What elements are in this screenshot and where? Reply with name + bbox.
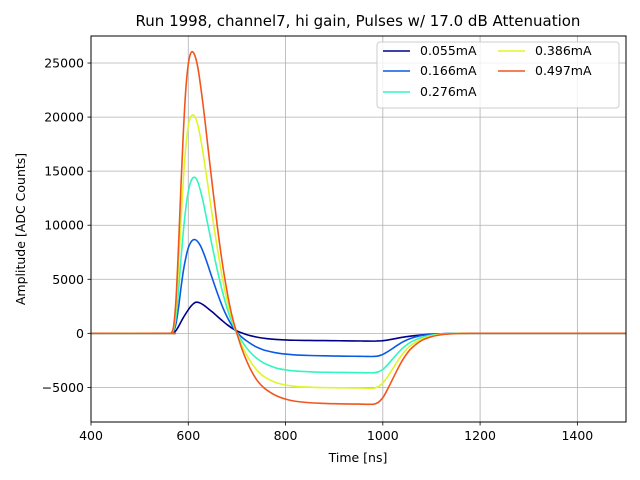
x-tick-label: 800	[274, 428, 298, 443]
y-tick-label: 20000	[44, 110, 84, 125]
legend-box	[376, 41, 620, 109]
y-tick-label: 25000	[44, 56, 84, 71]
axis-ticks: 400 600 800 1000 1200 1400 −5000 0 5000 10000 1500…	[42, 56, 594, 443]
x-tick-label: 600	[176, 428, 200, 443]
x-tick-label: 400	[79, 428, 103, 443]
x-tick-label: 1200	[464, 428, 496, 443]
x-tick-label: 1400	[561, 428, 593, 443]
y-tick-label: −5000	[42, 380, 84, 395]
legend-label: 0.055mA	[420, 43, 477, 58]
legend: 0.055mA 0.166mA 0.276mA 0.386mA 0.497mA	[376, 41, 620, 109]
legend-label: 0.166mA	[420, 63, 477, 78]
series-line-0.497mA	[91, 50, 626, 406]
series-lines	[91, 50, 626, 406]
x-tick-label: 1000	[367, 428, 399, 443]
y-tick-label: 10000	[44, 218, 84, 233]
series-line-0.166mA	[91, 238, 626, 358]
series-line-0.386mA	[91, 114, 626, 390]
series-line-0.055mA	[91, 301, 626, 342]
y-tick-label: 0	[76, 326, 84, 341]
legend-label: 0.497mA	[535, 63, 592, 78]
legend-label: 0.386mA	[535, 43, 592, 58]
series-line-0.276mA	[91, 176, 626, 374]
y-tick-label: 15000	[44, 164, 84, 179]
y-tick-label: 5000	[52, 272, 84, 287]
y-axis-label: Amplitude [ADC Counts]	[13, 153, 28, 305]
legend-label: 0.276mA	[420, 84, 477, 99]
chart-title: Run 1998, channel7, hi gain, Pulses w/ 1…	[136, 12, 581, 30]
x-axis-label: Time [ns]	[328, 450, 388, 465]
plot-frame	[90, 35, 627, 423]
